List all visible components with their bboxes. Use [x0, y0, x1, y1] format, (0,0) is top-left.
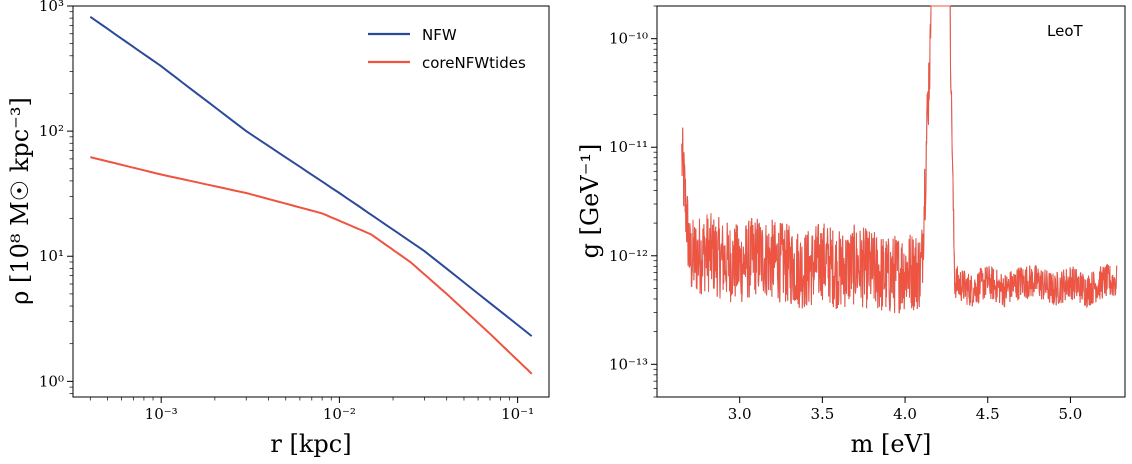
legend-label-nfw: NFW [422, 26, 457, 44]
right-x-tick-label: 4.5 [976, 405, 1000, 423]
legend-label-corenfwtides: coreNFWtides [422, 54, 526, 72]
right-y-tick-label: 10⁻¹³ [609, 355, 648, 373]
left-plot-frame [72, 5, 550, 398]
right-y-tick-label: 10⁻¹² [609, 247, 648, 265]
left-y-tick-label: 10⁰ [39, 372, 64, 390]
leot-annotation: LeoT [1047, 22, 1083, 40]
left-panel: 10⁻³ 10⁻² 10⁻¹ 10⁰ 10¹ 10² 10³ NFW coreNFWtide… [6, 0, 550, 458]
right-panel: 3.0 3.5 4.0 4.5 5.0 10⁻¹³ 10⁻¹² 10⁻¹¹ 10⁻¹⁰ LeoT… [576, 5, 1126, 458]
right-plot-frame [656, 5, 1126, 398]
left-legend: NFW coreNFWtides [368, 26, 526, 72]
left-x-tick-label: 10⁻² [323, 405, 356, 423]
right-y-tick-label: 10⁻¹¹ [609, 138, 648, 156]
left-y-tick-label: 10² [39, 122, 64, 140]
right-x-tick-label: 4.0 [893, 405, 917, 423]
left-y-axis-label: ρ [10⁸ M☉ kpc⁻³] [6, 97, 34, 305]
right-y-axis-label: g [GeV⁻¹] [576, 144, 604, 259]
left-x-axis-label: r [kpc] [270, 430, 351, 458]
right-y-tick-label: 10⁻¹⁰ [609, 30, 648, 48]
corenfwtides-line [90, 156, 533, 375]
nfw-line [89, 15, 533, 337]
left-x-tick-label: 10⁻³ [145, 405, 178, 423]
leot-limit-line [681, 5, 1118, 314]
left-x-tick-label: 10⁻¹ [501, 405, 534, 423]
right-x-tick-label: 3.5 [810, 405, 834, 423]
right-x-tick-label: 3.0 [728, 405, 752, 423]
left-y-tick-label: 10³ [39, 0, 64, 15]
right-x-tick-label: 5.0 [1058, 405, 1082, 423]
right-x-axis-label: m [eV] [851, 430, 932, 458]
left-y-tick-label: 10¹ [39, 247, 64, 265]
